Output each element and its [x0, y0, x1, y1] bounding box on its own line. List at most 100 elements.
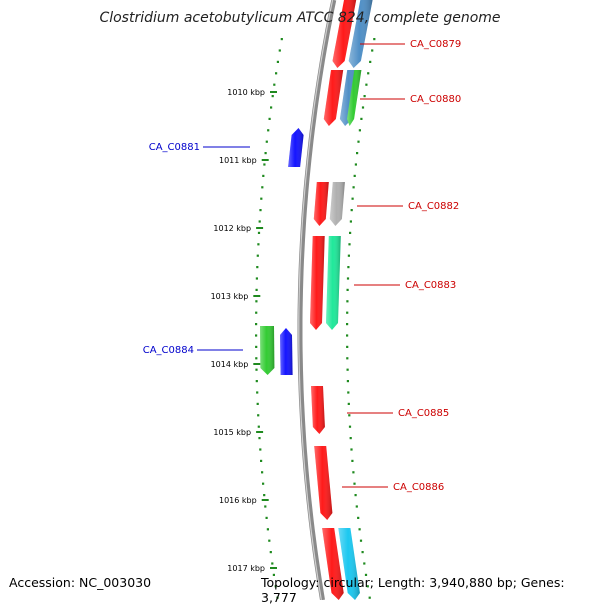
ruler-dot-inner — [346, 345, 349, 348]
cds-red-3-shade — [313, 182, 329, 226]
gene-block-skyblue-shade — [338, 528, 360, 600]
ruler-dot-outer — [255, 357, 258, 360]
ruler-dot-inner — [349, 220, 352, 223]
ruler-dot-inner — [346, 277, 350, 280]
ruler-dot-outer — [255, 368, 258, 371]
ruler-dot-outer — [261, 471, 264, 474]
ruler-dot-outer — [265, 516, 268, 519]
gene-label[interactable]: CA_C0882 — [408, 201, 459, 212]
gene-label[interactable]: CA_C0885 — [398, 408, 449, 419]
cds-red-7-shade — [322, 528, 344, 600]
ruler-dot-inner — [356, 152, 359, 155]
gene-label[interactable]: CA_C0881 — [149, 142, 200, 153]
ruler-dot-inner — [348, 425, 352, 428]
gene-label[interactable]: CA_C0884 — [143, 345, 194, 356]
ruler-dot-outer — [257, 231, 261, 234]
ruler-dot-outer — [262, 482, 265, 485]
ruler-dot-outer — [255, 277, 258, 280]
ruler-dot-inner — [352, 186, 355, 189]
cds-red-4-shade — [310, 236, 325, 330]
ruler-dot-inner — [366, 585, 369, 588]
ruler-dot-outer — [259, 209, 262, 212]
ruler-dot-inner — [347, 254, 350, 257]
ruler-dot-outer — [272, 573, 275, 576]
ruler-dot-inner — [369, 60, 372, 63]
ruler-dot-inner — [349, 437, 352, 440]
ruler-dot-outer — [255, 323, 258, 326]
tick-label: 1011 kbp — [219, 156, 257, 165]
ruler-dot-inner — [350, 209, 353, 212]
gene-block-green-2-shade — [260, 326, 275, 375]
ruler-dot-outer — [255, 300, 258, 303]
gene-block-green-1-shade — [347, 70, 362, 126]
tick-label: 1013 kbp — [211, 292, 249, 301]
ruler-dot-inner — [346, 311, 349, 314]
ruler-dot-inner — [364, 573, 368, 576]
ruler-dot-outer — [262, 174, 265, 177]
tick-label: 1016 kbp — [219, 496, 257, 505]
gene-label[interactable]: CA_C0879 — [410, 39, 461, 50]
gene-label[interactable]: CA_C0886 — [393, 482, 444, 493]
ruler-dot-outer — [274, 585, 277, 588]
gene-block-springgreen-shade — [326, 236, 341, 330]
tick-marks: 1010 kbp 1011 kbp 1012 kbp 1013 kbp 1014 kbp… — [211, 88, 277, 573]
ruler-dot-outer — [260, 459, 263, 462]
ruler-dot-outer — [267, 129, 270, 132]
accession-text: Accession: NC_003030 — [9, 575, 152, 590]
tick-label: 1012 kbp — [213, 224, 251, 233]
ruler-dot-outer — [255, 334, 258, 337]
ruler-dot-outer — [256, 391, 259, 394]
ruler-dot-outer — [270, 106, 273, 109]
ruler-dot-inner — [355, 505, 358, 508]
tick-label: 1017 kbp — [227, 564, 265, 573]
ruler-dot-outer — [264, 152, 267, 155]
ruler-dot-inner — [349, 231, 352, 234]
ruler-dot-inner — [348, 414, 351, 417]
ruler-dot-outer — [256, 254, 259, 257]
gene-label[interactable]: CA_C0883 — [405, 280, 456, 291]
gene-label[interactable]: CA_C0880 — [410, 94, 461, 105]
tick-label: 1014 kbp — [211, 360, 249, 369]
ruler-dot-outer — [256, 402, 259, 405]
backbone-line — [297, 0, 337, 600]
ruler-dot-outer — [269, 551, 272, 554]
gene-labels: CA_C0879 CA_C0880 CA_C0881 CA_C0882 CA_C0883… — [143, 39, 462, 493]
ruler-dot-inner — [359, 539, 363, 542]
ruler-dot-outer — [271, 95, 274, 98]
ruler-dot-inner — [363, 95, 366, 98]
cds-red-5-shade — [311, 386, 325, 434]
ruler-dot-outer — [280, 38, 283, 41]
ruler-dot-inner — [346, 380, 349, 383]
backbone — [297, 0, 337, 600]
ruler-dot-inner — [365, 83, 368, 86]
ruler-dot-inner — [351, 197, 354, 200]
ruler-dot-outer — [255, 288, 258, 291]
ruler-dot-outer — [259, 448, 262, 451]
ruler-dot-inner — [351, 459, 354, 462]
ruler-dot-inner — [352, 471, 355, 474]
ruler-dot-outer — [266, 528, 269, 531]
ruler-dot-inner — [353, 174, 356, 177]
ruler-dot-inner — [358, 129, 361, 132]
ruler-dot-inner — [346, 334, 349, 337]
ruler-dot-outer — [263, 163, 266, 166]
ruler-dot-outer — [278, 49, 281, 52]
ruler-dot-outer — [257, 243, 260, 246]
tick-label: 1015 kbp — [213, 428, 251, 437]
ruler-dot-outer — [257, 425, 260, 428]
ruler-dot-inner — [360, 117, 363, 120]
ruler-dot-inner — [346, 368, 349, 371]
ruler-dot-inner — [346, 300, 349, 303]
ruler-dot-inner — [357, 140, 360, 143]
ruler-dot-outer — [264, 505, 267, 508]
ruler-dot-inner — [347, 402, 350, 405]
backbone-highlight — [298, 0, 334, 600]
cds-blue-1-shade — [288, 128, 304, 167]
topology-text: Topology: circular; Length: 3,940,880 bp… — [261, 575, 565, 605]
ruler-dot-outer — [258, 220, 261, 223]
ruler-dot-outer — [268, 117, 271, 120]
ruler-dot-outer — [257, 414, 260, 417]
ruler-dot-inner — [346, 288, 349, 291]
ruler-dot-inner — [363, 562, 366, 565]
